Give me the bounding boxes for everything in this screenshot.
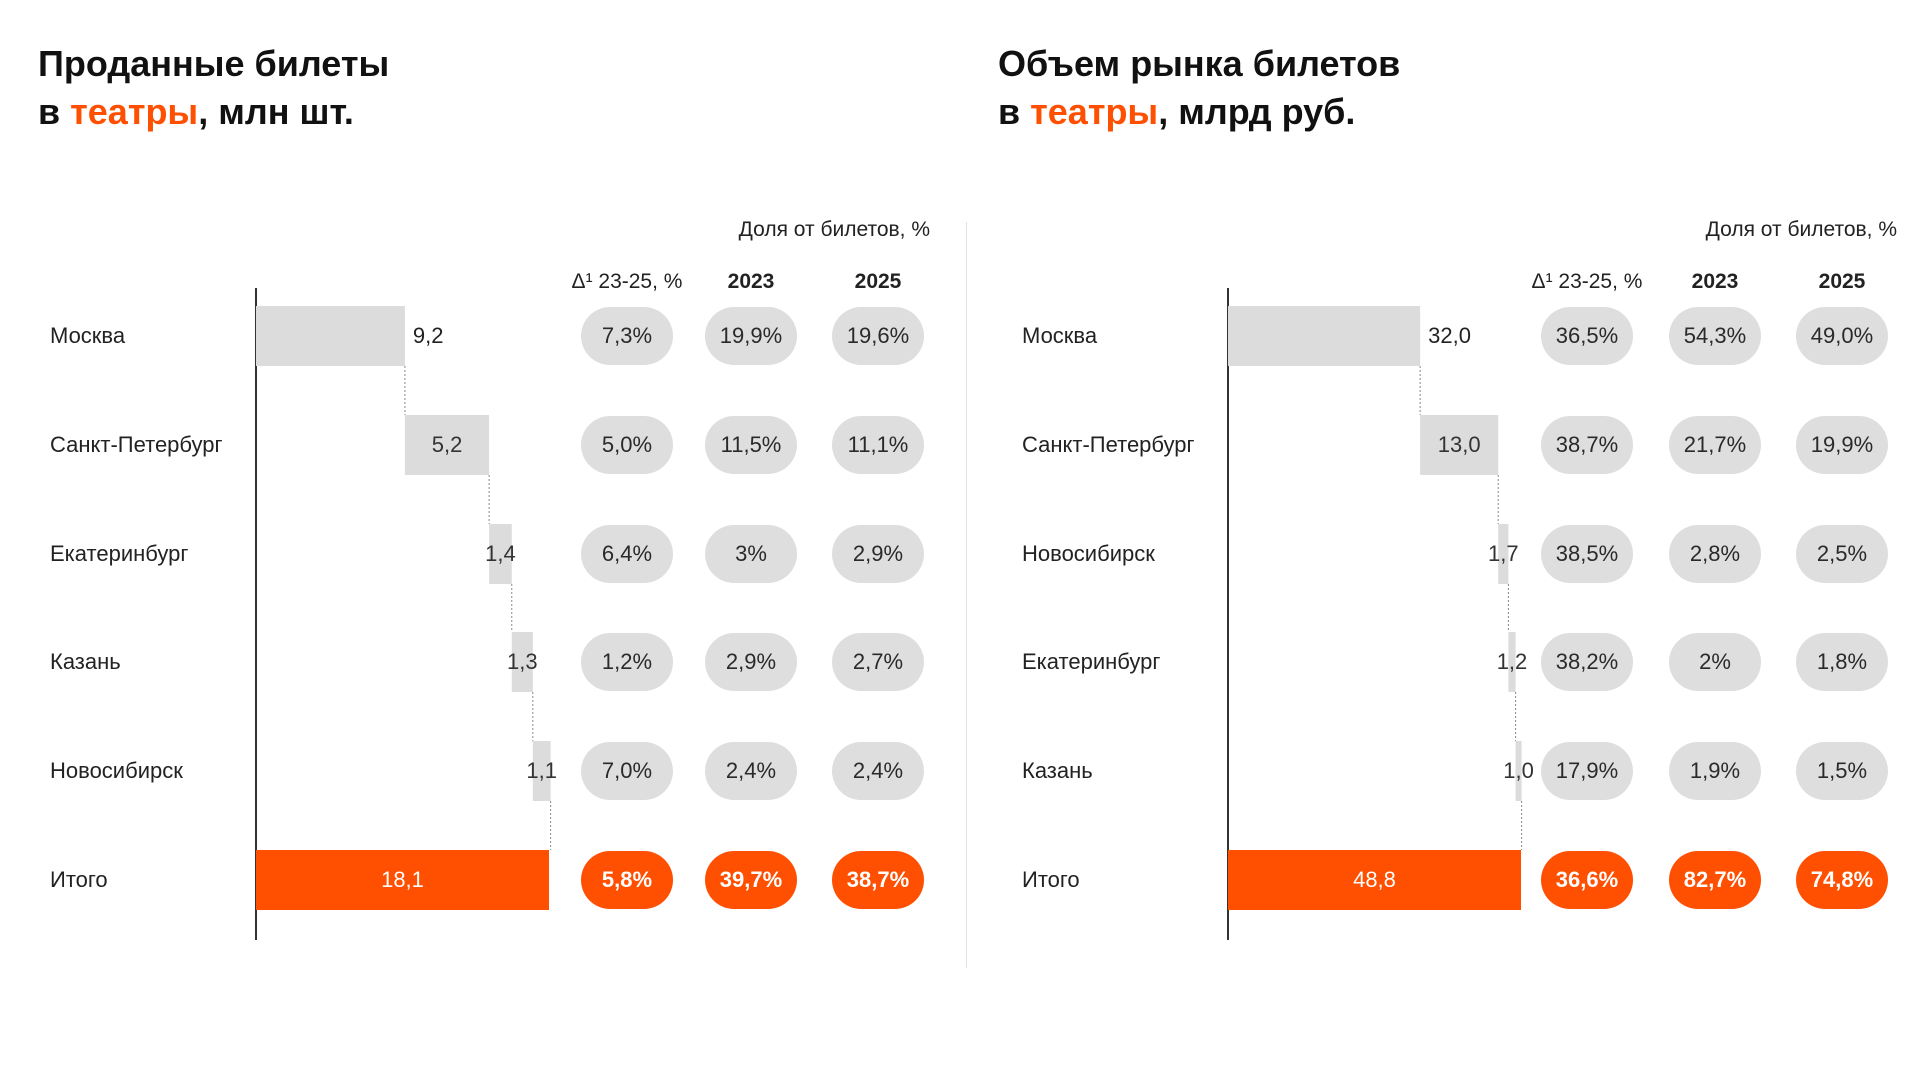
bar: [532, 741, 551, 801]
delta-pill: 1,2%: [581, 633, 673, 691]
title-prefix: в: [998, 91, 1031, 132]
delta-pill: 36,5%: [1541, 307, 1633, 365]
year-2025-header: 2025: [854, 270, 902, 293]
share-2023-pill: 2,4%: [705, 742, 797, 800]
title-accent: театры: [1030, 91, 1159, 132]
share-2025-pill: 2,9%: [832, 525, 924, 583]
bar-value-label: 1,7: [1488, 541, 1519, 566]
delta-pill: 6,4%: [581, 525, 673, 583]
bar: [256, 850, 549, 910]
share-2023-pill: 19,9%: [705, 307, 797, 365]
bar: [1508, 632, 1516, 692]
category-label: Москва: [50, 323, 126, 348]
title-line1: Проданные билеты: [38, 43, 390, 84]
share-2025-pill: 2,4%: [832, 742, 924, 800]
category-label: Итого: [50, 867, 108, 892]
title-prefix: в: [38, 91, 71, 132]
chart-title-market-volume: Объем рынка билетов в театры, млрд руб.: [998, 40, 1400, 136]
delta-pill: 36,6%: [1541, 851, 1633, 909]
bar: [489, 524, 512, 584]
delta-pill: 17,9%: [1541, 742, 1633, 800]
bar-value-label: 9,2: [413, 323, 444, 348]
chart-title-tickets-sold: Проданные билеты в театры, млн шт.: [38, 40, 389, 136]
share-2025-pill: 49,0%: [1796, 307, 1888, 365]
year-2023-header: 2023: [727, 270, 775, 293]
delta-pill: 38,5%: [1541, 525, 1633, 583]
delta-pill: 5,8%: [581, 851, 673, 909]
panel-divider: [966, 222, 967, 968]
category-label: Казань: [1022, 758, 1093, 783]
panel-tickets-sold: 9,2 5,2 1,4 1,3 1,1 18,1 Проданные билеты в т…: [38, 40, 930, 940]
bar-value-label: 1,3: [507, 649, 538, 674]
panel-market-volume: 32,0 13,0 1,7 1,2 1,0 48,8 Объем рынка билето…: [960, 0, 1920, 1080]
bar: [511, 632, 533, 692]
bar-value-label: 1,2: [1497, 649, 1528, 674]
share-2023-pill: 1,9%: [1669, 742, 1761, 800]
delta-pill: 7,3%: [581, 307, 673, 365]
share-2025-pill: 19,6%: [832, 307, 924, 365]
bar-value-label: 32,0: [1428, 323, 1471, 348]
share-2023-pill: 54,3%: [1669, 307, 1761, 365]
share-2025-pill: 1,8%: [1796, 633, 1888, 691]
category-label: Москва: [1022, 323, 1098, 348]
share-2025-pill: 2,7%: [832, 633, 924, 691]
share-2023-pill: 2%: [1669, 633, 1761, 691]
delta-pill: 38,7%: [1541, 416, 1633, 474]
category-label: Новосибирск: [50, 758, 183, 783]
share-2025-pill: 11,1%: [832, 416, 924, 474]
title-accent: театры: [70, 91, 199, 132]
bar: [256, 306, 405, 366]
share-header: Доля от билетов, %: [1705, 218, 1897, 241]
bar-value-label: 13,0: [1438, 432, 1481, 457]
share-2025-pill: 19,9%: [1796, 416, 1888, 474]
delta-column-header: Δ¹ 23-25, %: [1531, 270, 1643, 293]
delta-pill: 7,0%: [581, 742, 673, 800]
bar-value-label: 18,1: [381, 867, 424, 892]
category-label: Екатеринбург: [1022, 649, 1161, 674]
share-2025-pill: 1,5%: [1796, 742, 1888, 800]
delta-pill: 38,2%: [1541, 633, 1633, 691]
bar: [1420, 415, 1499, 475]
share-2025-pill: 38,7%: [832, 851, 924, 909]
title-line1: Объем рынка билетов: [998, 43, 1401, 84]
bar: [1498, 524, 1509, 584]
bar-value-label: 5,2: [432, 432, 463, 457]
share-2023-pill: 21,7%: [1669, 416, 1761, 474]
delta-pill: 5,0%: [581, 416, 673, 474]
waterfall-chart: 9,2 5,2 1,4 1,3 1,1 18,1: [255, 288, 557, 940]
share-header: Доля от билетов, %: [738, 218, 930, 241]
year-2023-header: 2023: [1691, 270, 1739, 293]
share-2025-pill: 2,5%: [1796, 525, 1888, 583]
share-2023-pill: 11,5%: [705, 416, 797, 474]
category-label: Екатеринбург: [50, 541, 189, 566]
year-2025-header: 2025: [1818, 270, 1866, 293]
category-label: Казань: [50, 649, 121, 674]
share-2023-pill: 39,7%: [705, 851, 797, 909]
category-label: Итого: [1022, 867, 1080, 892]
waterfall-chart: 32,0 13,0 1,7 1,2 1,0 48,8: [1227, 288, 1534, 940]
bar-value-label: 1,4: [485, 541, 516, 566]
share-2023-pill: 3%: [705, 525, 797, 583]
bar-value-label: 1,0: [1503, 758, 1534, 783]
bar-value-label: 48,8: [1353, 867, 1396, 892]
bar: [1515, 741, 1522, 801]
share-2023-pill: 2,8%: [1669, 525, 1761, 583]
category-label: Санкт-Петербург: [1022, 432, 1195, 457]
delta-column-header: Δ¹ 23-25, %: [571, 270, 683, 293]
title-suffix: , млн шт.: [198, 91, 354, 132]
bar: [404, 415, 490, 475]
bar: [1228, 306, 1421, 366]
category-label: Новосибирск: [1022, 541, 1155, 566]
bar-value-label: 1,1: [526, 758, 557, 783]
title-suffix: , млрд руб.: [1158, 91, 1356, 132]
share-2023-pill: 82,7%: [1669, 851, 1761, 909]
bar: [1228, 850, 1521, 910]
share-2023-pill: 2,9%: [705, 633, 797, 691]
share-2025-pill: 74,8%: [1796, 851, 1888, 909]
category-label: Санкт-Петербург: [50, 432, 223, 457]
